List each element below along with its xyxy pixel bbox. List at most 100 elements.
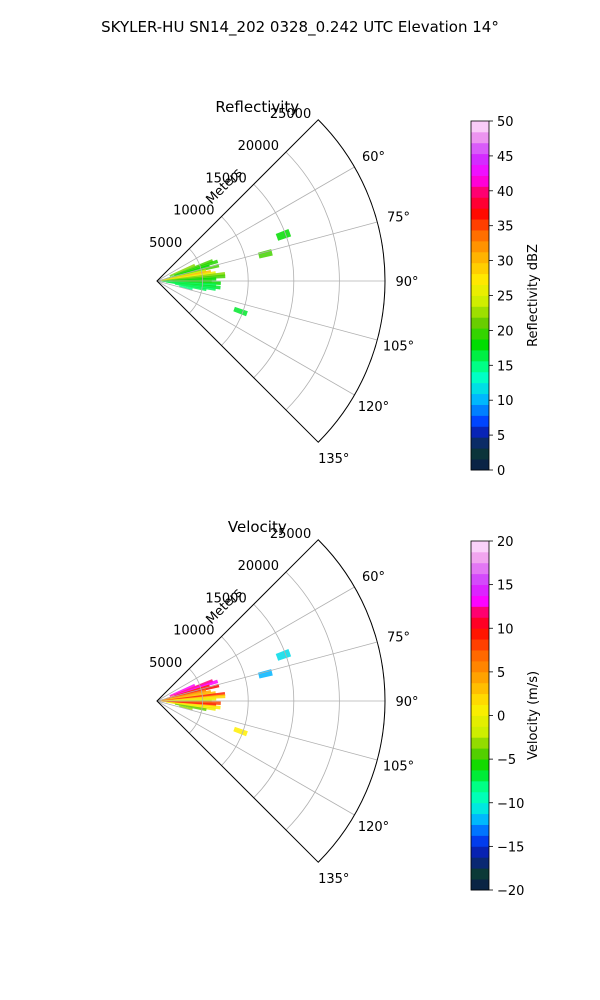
colorbar-level <box>471 824 489 836</box>
echo-gate <box>275 228 292 241</box>
radial-tick-label: 5000 <box>149 236 182 251</box>
echo-gate <box>159 689 212 701</box>
echo-gate <box>179 285 193 291</box>
colorbar-level <box>471 748 489 760</box>
colorbar-level <box>471 459 489 471</box>
colorbar-level <box>471 606 489 618</box>
echo-gate <box>169 263 196 277</box>
echo-gate <box>159 271 226 281</box>
azimuth-tick-label: 60° <box>362 570 385 585</box>
colorbar-tick-label: 35 <box>497 220 514 235</box>
radial-tick-label: 25000 <box>270 107 311 122</box>
colorbar-tick-label: 45 <box>497 150 514 165</box>
radial-tick-label: 25000 <box>270 527 311 542</box>
colorbar-level <box>471 262 489 275</box>
colorbar-level <box>471 360 489 373</box>
colorbar-level <box>471 371 489 384</box>
colorbar-level <box>471 186 489 198</box>
echo-gate <box>179 705 193 711</box>
colorbar-tick-label: −15 <box>497 840 524 855</box>
colorbar-level <box>471 448 489 460</box>
echo-gate <box>233 726 248 737</box>
colorbar-level <box>471 404 489 416</box>
colorbar-level <box>471 306 489 318</box>
colorbar-level <box>471 284 489 296</box>
echo-gate <box>174 259 219 276</box>
echo-gate <box>258 249 273 259</box>
azimuth-tick-label: 135° <box>318 452 349 467</box>
colorbar-level <box>471 693 489 705</box>
colorbar-level <box>471 639 489 651</box>
echo-gate <box>169 679 214 697</box>
azimuth-spoke <box>156 221 378 282</box>
polar-frame <box>156 539 386 863</box>
colorbar-level <box>471 426 489 438</box>
colorbar-level <box>471 197 489 209</box>
colorbar-level <box>471 415 489 427</box>
azimuth-tick-label: 105° <box>383 760 414 775</box>
radial-tick-label: 20000 <box>238 559 279 574</box>
colorbar: −20 −15 −10 −5 0 5 10 15 20 Velocity (m/s) <box>470 535 541 899</box>
azimuth-tick-label: 135° <box>318 872 349 887</box>
radial-tick-label: 10000 <box>173 204 214 219</box>
colorbar-level <box>471 562 489 575</box>
colorbar-level <box>471 791 489 804</box>
colorbar-level <box>471 617 489 629</box>
colorbar-level <box>471 770 489 782</box>
colorbar-level <box>471 240 489 253</box>
figure-title: SKYLER-HU SN14_202 0328_0.242 UTC Elevat… <box>101 18 499 37</box>
colorbar-level <box>471 339 489 351</box>
echo-gate <box>161 269 207 281</box>
azimuth-tick-label: 90° <box>395 275 418 290</box>
radial-tick-label: 15000 <box>205 171 246 186</box>
colorbar-level <box>471 142 489 155</box>
echo-gate <box>161 689 207 701</box>
colorbar-level <box>471 219 489 231</box>
radial-tick-label: 10000 <box>173 624 214 639</box>
colorbar-tick-label: 20 <box>497 535 514 550</box>
colorbar-level <box>471 573 489 586</box>
colorbar-level <box>471 153 489 166</box>
azimuth-spoke <box>156 586 355 702</box>
panel-title: Reflectivity <box>215 98 299 116</box>
azimuth-tick-label: 90° <box>395 695 418 710</box>
azimuth-tick-label: 60° <box>362 150 385 165</box>
colorbar-level <box>471 813 489 825</box>
colorbar-tick-label: 10 <box>497 622 514 637</box>
colorbar-label: Reflectivity dBZ <box>526 244 541 347</box>
azimuth-spoke <box>156 700 355 816</box>
echo-gate <box>174 679 219 696</box>
colorbar-level <box>471 350 489 362</box>
colorbar-level <box>471 660 489 673</box>
velocity-panel: Velocity 5000 10000 15000 20000 25000 60° 75° 90… <box>149 518 541 899</box>
colorbar-level <box>471 131 489 144</box>
colorbar-tick-label: −20 <box>497 884 524 899</box>
colorbar-level <box>471 595 489 607</box>
colorbar-level <box>471 650 489 662</box>
colorbar-level <box>471 382 489 395</box>
azimuth-spoke <box>156 166 355 282</box>
panel-title: Velocity <box>228 518 287 536</box>
colorbar-tick-label: 20 <box>497 324 514 339</box>
colorbar-tick-label: −10 <box>497 797 524 812</box>
colorbar-tick-label: 15 <box>497 359 514 374</box>
echo-gate <box>233 306 248 317</box>
colorbar-level <box>471 175 489 187</box>
echo-gate <box>169 259 214 277</box>
colorbar-level <box>471 551 489 564</box>
colorbar-level <box>471 704 489 716</box>
colorbar-level <box>471 273 489 285</box>
colorbar-level <box>471 230 489 242</box>
colorbar-level <box>471 726 489 738</box>
colorbar-level <box>471 868 489 880</box>
colorbar-level <box>471 759 489 771</box>
colorbar-tick-label: −5 <box>497 753 516 768</box>
colorbar-level <box>471 584 489 596</box>
radial-tick-label: 15000 <box>205 591 246 606</box>
colorbar-level <box>471 393 489 405</box>
colorbar-tick-label: 40 <box>497 185 514 200</box>
azimuth-tick-label: 120° <box>358 820 389 835</box>
colorbar-tick-label: 0 <box>497 710 505 725</box>
azimuth-spoke <box>156 280 355 396</box>
